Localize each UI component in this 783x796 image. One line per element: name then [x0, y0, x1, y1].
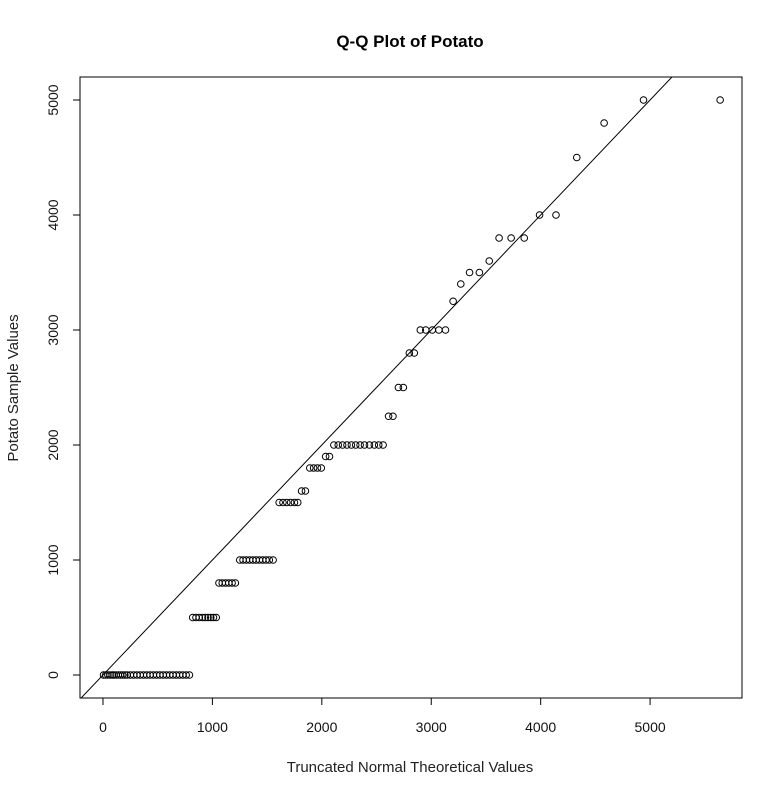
data-point [435, 326, 443, 334]
data-point [389, 412, 397, 421]
data-point [262, 556, 270, 564]
data-point [297, 487, 306, 495]
data-point [334, 441, 343, 449]
x-tick-label: 1000 [197, 719, 228, 735]
data-point [351, 441, 360, 449]
data-point [716, 96, 724, 104]
y-tick-label: 4000 [45, 199, 61, 230]
data-point [313, 464, 322, 472]
x-axis-label: Truncated Normal Theoretical Values [287, 759, 534, 776]
data-point [449, 297, 457, 306]
data-point [465, 268, 474, 277]
data-point [416, 326, 425, 334]
data-point [121, 671, 129, 679]
data-point [325, 452, 334, 461]
x-tick-label: 2000 [306, 719, 337, 735]
data-point [485, 257, 494, 265]
data-point [279, 498, 287, 507]
data-point [201, 613, 210, 622]
data-point [384, 412, 393, 421]
data-point [428, 326, 437, 334]
data-point [338, 441, 347, 449]
data-point [456, 280, 465, 288]
data-point [572, 153, 581, 162]
data-point [535, 211, 544, 219]
y-tick-label: 5000 [45, 84, 61, 115]
x-axis: 0 1000 2000 3000 4000 5000 [99, 698, 666, 735]
data-point [552, 211, 560, 219]
data-point [495, 234, 503, 242]
data-point [195, 613, 204, 622]
data-point [370, 441, 379, 449]
plot-frame [79, 76, 743, 699]
data-point [405, 349, 414, 357]
data-point [343, 441, 351, 449]
points-group [99, 96, 724, 679]
data-point [441, 326, 450, 334]
data-point [275, 498, 283, 507]
data-point [410, 349, 419, 357]
chart-title: Q-Q Plot of Potato [336, 32, 483, 51]
data-point [330, 441, 338, 449]
data-point [399, 383, 408, 392]
data-point [104, 671, 112, 679]
y-axis-label: Potato Sample Values [5, 314, 22, 461]
plot-area [79, 76, 743, 699]
data-point [118, 671, 127, 679]
data-point [228, 579, 236, 587]
data-point [182, 671, 190, 679]
y-tick-label: 1000 [45, 544, 61, 575]
data-point [290, 498, 299, 507]
data-point [185, 671, 194, 679]
data-point [231, 579, 240, 587]
data-point [360, 441, 369, 449]
data-point [106, 671, 114, 679]
data-point [305, 464, 314, 472]
x-tick-label: 3000 [416, 719, 447, 735]
x-tick-label: 5000 [635, 719, 666, 735]
data-point [198, 613, 207, 622]
data-point [507, 234, 515, 242]
data-point [321, 452, 330, 461]
data-point [317, 464, 326, 472]
data-point [379, 441, 387, 449]
data-point [475, 268, 484, 277]
data-point [209, 613, 218, 622]
data-point [309, 464, 318, 472]
x-tick-label: 0 [99, 719, 107, 735]
data-point [212, 613, 221, 622]
data-point [269, 556, 277, 564]
data-point [520, 234, 529, 242]
y-tick-label: 2000 [45, 429, 61, 460]
data-point [286, 498, 295, 507]
y-tick-label: 0 [45, 671, 61, 679]
data-point [283, 498, 291, 507]
data-point [206, 613, 215, 622]
data-point [365, 441, 374, 449]
data-point [639, 96, 648, 104]
data-point [293, 498, 302, 507]
data-point [394, 383, 403, 392]
data-point [347, 441, 356, 449]
data-point [265, 556, 274, 564]
data-point [374, 441, 383, 449]
x-tick-label: 4000 [525, 719, 556, 735]
y-axis: 0 1000 2000 3000 4000 5000 [45, 84, 80, 679]
data-point [356, 441, 364, 449]
data-point [600, 119, 608, 127]
data-point [301, 487, 310, 495]
data-point [204, 613, 212, 622]
y-tick-label: 3000 [45, 314, 61, 345]
